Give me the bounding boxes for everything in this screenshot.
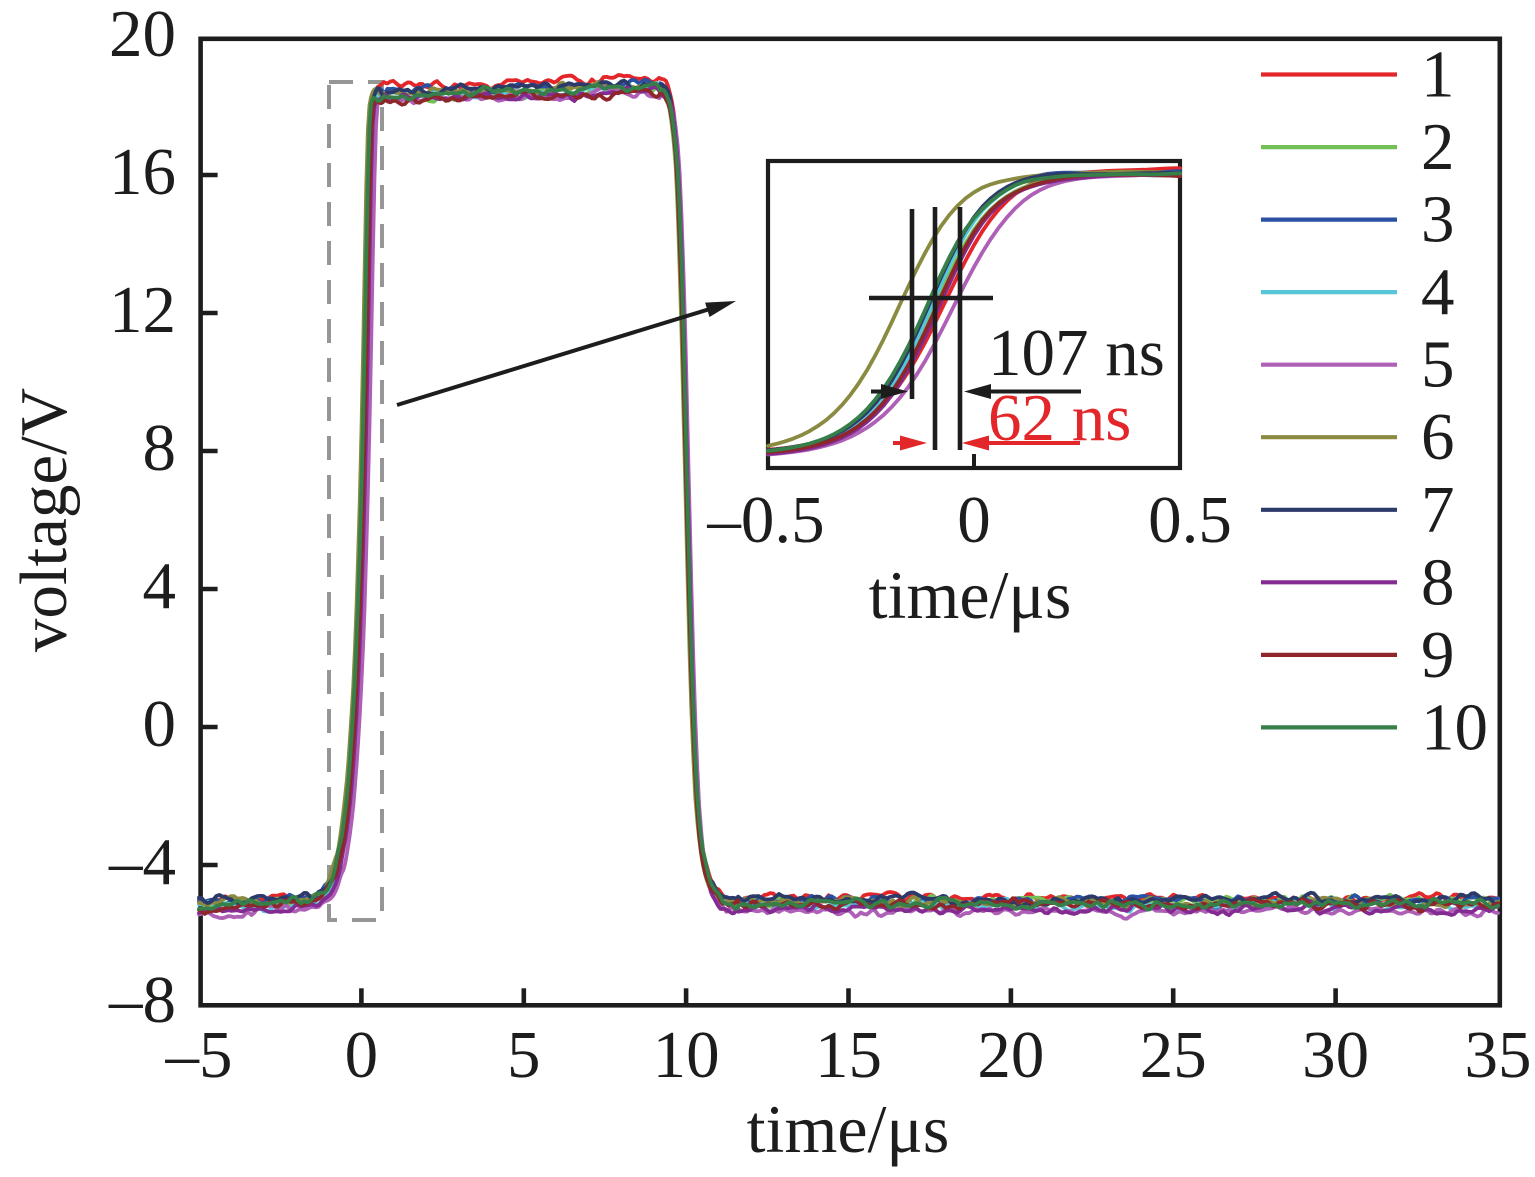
svg-text:10: 10 — [1421, 690, 1488, 764]
svg-text:4: 4 — [1421, 255, 1455, 329]
svg-text:7: 7 — [1421, 473, 1455, 547]
svg-text:5: 5 — [1421, 328, 1455, 402]
svg-text:8: 8 — [1421, 545, 1455, 619]
svg-text:0: 0 — [957, 483, 991, 557]
svg-text:16: 16 — [109, 135, 176, 209]
svg-text:2: 2 — [1421, 110, 1455, 184]
svg-text:1: 1 — [1421, 38, 1455, 112]
svg-text:20: 20 — [109, 0, 176, 71]
svg-text:20: 20 — [977, 1018, 1044, 1092]
svg-text:5: 5 — [507, 1018, 541, 1092]
svg-text:62 ns: 62 ns — [988, 381, 1131, 455]
svg-text:time/μs: time/μs — [869, 557, 1072, 633]
svg-text:–5: –5 — [165, 1018, 233, 1092]
svg-text:–4: –4 — [108, 825, 176, 899]
svg-text:8: 8 — [143, 411, 177, 485]
svg-text:0.5: 0.5 — [1148, 483, 1232, 557]
svg-text:30: 30 — [1302, 1018, 1369, 1092]
svg-text:15: 15 — [815, 1018, 882, 1092]
svg-text:3: 3 — [1421, 183, 1455, 257]
svg-text:6: 6 — [1421, 400, 1455, 474]
svg-text:–8: –8 — [108, 963, 176, 1037]
svg-text:25: 25 — [1140, 1018, 1207, 1092]
svg-text:9: 9 — [1421, 618, 1455, 692]
svg-text:35: 35 — [1465, 1018, 1532, 1092]
svg-text:time/μs: time/μs — [747, 1091, 950, 1167]
svg-text:0: 0 — [143, 687, 177, 761]
svg-text:0: 0 — [345, 1018, 379, 1092]
svg-text:–0.5: –0.5 — [706, 483, 824, 557]
svg-text:4: 4 — [143, 549, 177, 623]
svg-text:107 ns: 107 ns — [988, 316, 1165, 390]
svg-text:12: 12 — [109, 273, 176, 347]
svg-text:10: 10 — [653, 1018, 720, 1092]
svg-text:voltage/V: voltage/V — [7, 388, 81, 652]
